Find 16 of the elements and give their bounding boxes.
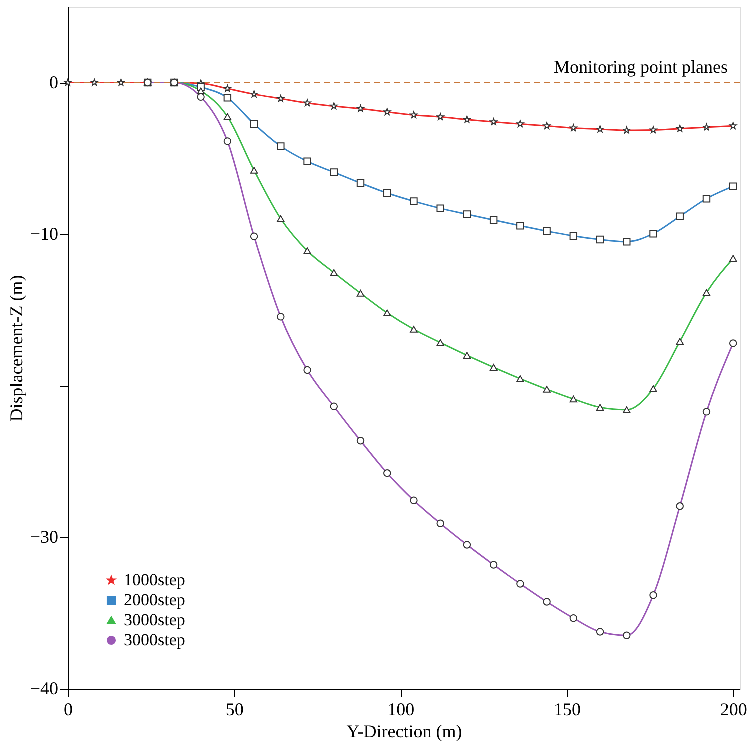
y-tick-label: 0	[50, 72, 58, 92]
legend-label: 2000step	[124, 590, 186, 610]
x-tick-label: 50	[226, 700, 244, 720]
x-tick-label: 150	[554, 700, 582, 720]
x-tick-label: 100	[388, 700, 415, 720]
legend-label: 3000step	[124, 610, 186, 630]
y-tick-label: −40	[30, 678, 58, 698]
x-axis-title: Y-Direction (m)	[346, 722, 462, 742]
x-tick-label: 0	[64, 700, 73, 720]
ref-line-label: Monitoring point planes	[554, 56, 728, 77]
y-axis-title: Displacement-Z (m)	[6, 275, 26, 422]
y-tick-label: −10	[30, 224, 58, 244]
legend-label: 3000step	[124, 630, 186, 650]
legend-label: 1000step	[124, 570, 186, 590]
y-tick-label: −30	[30, 526, 58, 547]
x-tick-label: 200	[720, 700, 748, 720]
